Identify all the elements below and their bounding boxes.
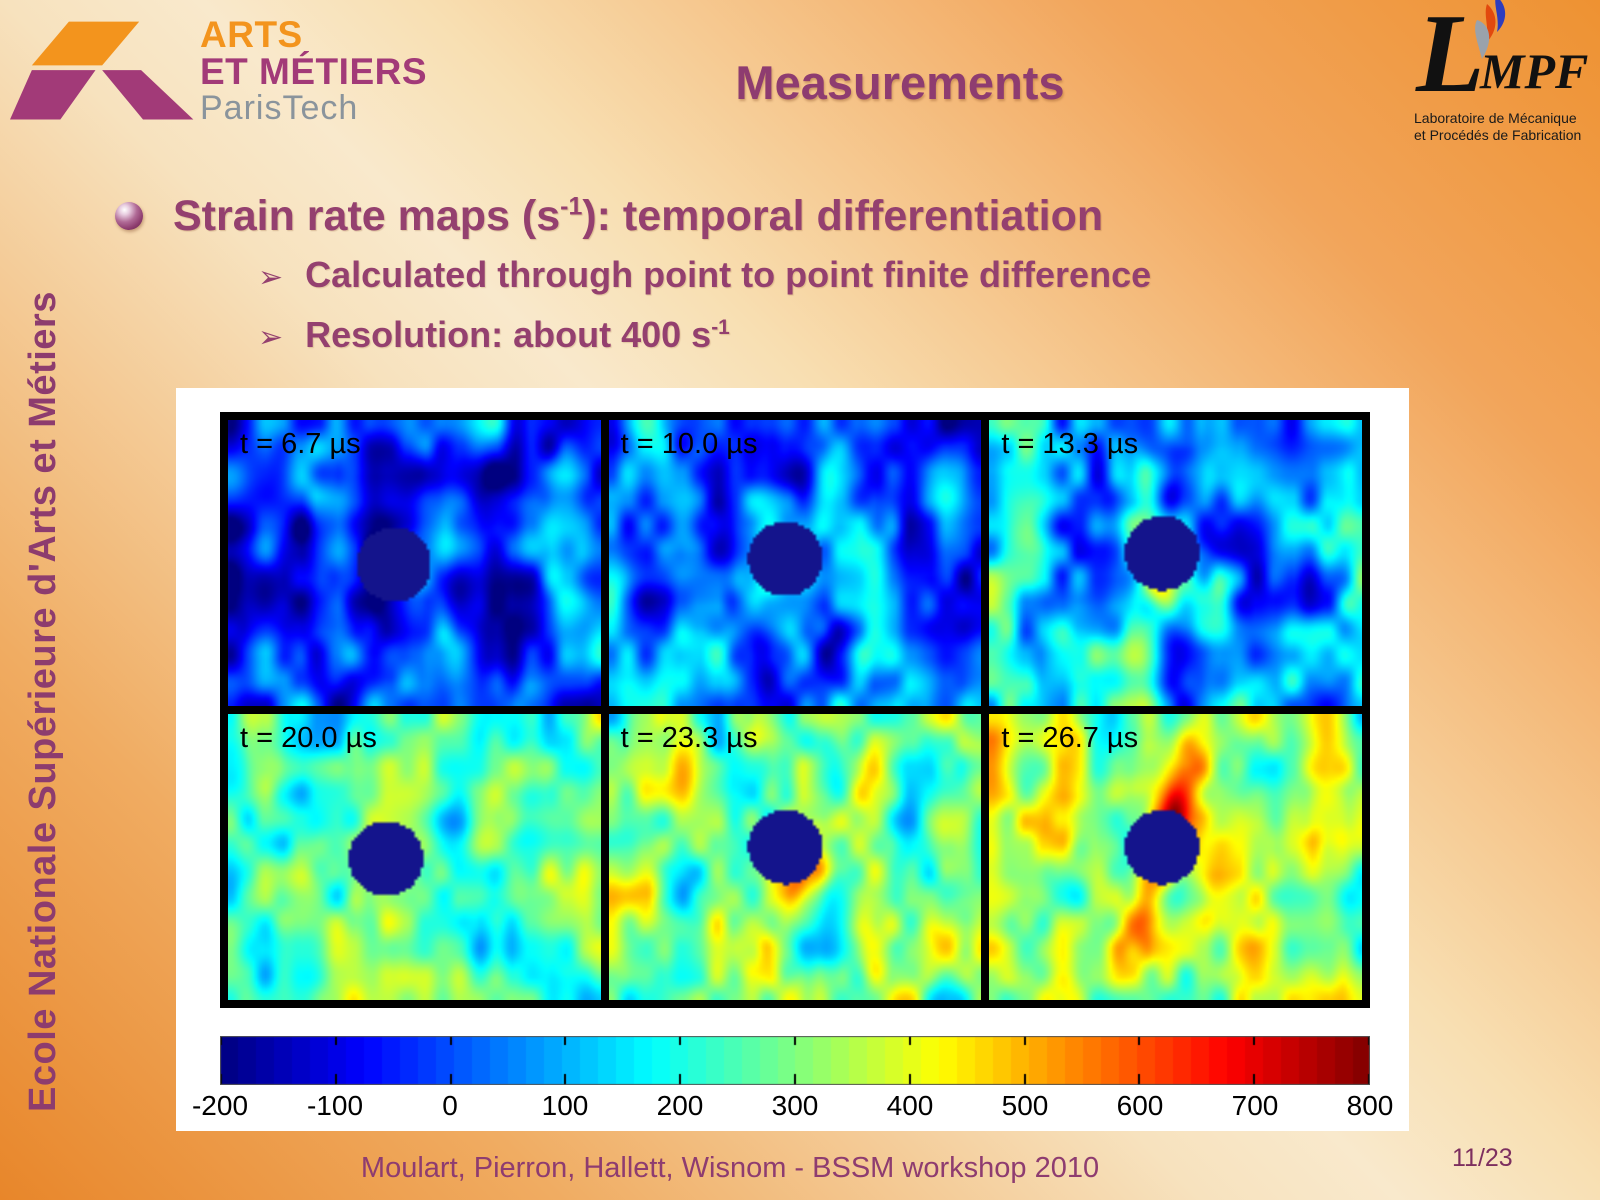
panel-time-label: t = 6.7 µs [240,428,361,460]
panel-time-label: t = 20.0 µs [240,722,377,754]
footer-citation: Moulart, Pierron, Hallett, Wisnom - BSSM… [360,1152,1100,1184]
sub-bullet-2-text: Resolution: about 400 s-1 [305,314,730,356]
heading-sup: -1 [560,192,583,221]
colorbar-tick: 0 [442,1090,458,1121]
logo-line-paristech: ParisTech [200,89,359,127]
sub-bullet-1-text: Calculated through point to point finite… [305,254,1151,296]
sub-bullet-1-pre: Calculated through point to point finite… [305,254,1152,295]
lmpf-acronym: MPF [1480,43,1589,99]
sub-bullet-1: ➢ Calculated through point to point fini… [258,254,1151,296]
slide-title: Measurements [735,56,1065,109]
colorbar-tick: 100 [541,1090,589,1121]
colorbar-tick: 500 [1001,1090,1049,1121]
colorbar [220,1036,1370,1085]
main-bullet: Strain rate maps (s-1): temporal differe… [115,192,1103,241]
heading-post: ): temporal differentiation [582,192,1104,240]
strain-map-canvas-2 [608,420,982,706]
strain-map-canvas-4 [228,714,601,1000]
strain-map-canvas-6 [989,714,1362,1000]
school-name-vertical: Ecole Nationale Supérieure d'Arts et Mét… [22,291,64,1112]
colorbar-canvas [220,1036,1370,1085]
colorbar-tick: 700 [1231,1090,1279,1121]
arts-et-metiers-mark-icon [10,21,194,120]
strain-map-panel-3: t = 13.3 µs [989,420,1362,706]
panel-time-label: t = 23.3 µs [620,722,758,754]
sub-bullet-2-sup: -1 [711,316,730,339]
lmpf-subtitle: Laboratoire de Mécanique et Procédés de … [1414,110,1581,144]
colorbar-tick: 400 [886,1090,934,1121]
panel-time-label: t = 26.7 µs [1001,722,1139,754]
arts-et-metiers-wordmark: ARTS ET MÉTIERS ParisTech [200,16,427,127]
colorbar-tick: -100 [306,1090,364,1121]
strain-map-panel-5: t = 23.3 µs [608,714,982,1000]
colorbar-tick: 200 [656,1090,704,1121]
colorbar-tick-labels: -200 -100 0 100 200 300 400 500 600 700 … [192,1090,1393,1122]
page-number: 11/23 [1452,1144,1513,1172]
lmpf-subtitle-line2: et Procédés de Fabrication [1414,127,1582,143]
main-bullet-text: Strain rate maps (s-1): temporal differe… [173,192,1103,241]
panel-time-label: t = 10.0 µs [620,428,758,460]
strain-map-canvas-1 [228,420,601,706]
sub-bullet-2: ➢ Resolution: about 400 s-1 [258,314,730,356]
sphere-bullet-icon [115,202,143,230]
strain-map-canvas-3 [989,420,1362,706]
heading-pre: Strain rate maps (s [173,192,561,240]
lmpf-subtitle-line1: Laboratoire de Mécanique [1414,110,1577,126]
sub-bullet-2-pre: Resolution: about 400 s [305,314,712,355]
colorbar-tick: 800 [1346,1090,1394,1121]
strain-rate-figure: t = 6.7 µs t = 10.0 µs t = 13.3 µs t = 2… [176,388,1409,1131]
strain-map-panel-4: t = 20.0 µs [228,714,601,1000]
lmpf-initial: L [1416,0,1485,116]
lmpf-logo: L MPF Laboratoire de Mécanique et Procéd… [1408,0,1600,160]
logo-line-et-metiers: ET MÉTIERS [200,51,428,92]
arts-et-metiers-logo: ARTS ET MÉTIERS ParisTech [10,12,440,137]
arrow-bullet-icon: ➢ [258,321,284,354]
strain-map-canvas-5 [608,714,982,1000]
logo-line-arts: ARTS [200,14,303,55]
panel-time-label: t = 13.3 µs [1001,428,1139,460]
strain-map-panel-6: t = 26.7 µs [989,714,1362,1000]
lmpf-flame-icon [1475,0,1506,59]
strain-map-panel-2: t = 10.0 µs [608,420,982,706]
colorbar-tick: -200 [191,1090,249,1121]
colorbar-tick: 300 [771,1090,819,1121]
arrow-bullet-icon: ➢ [258,261,284,294]
strain-map-panel-1: t = 6.7 µs [228,420,601,706]
colorbar-tick: 600 [1116,1090,1164,1121]
strain-map-grid: t = 6.7 µs t = 10.0 µs t = 13.3 µs t = 2… [220,412,1370,1008]
